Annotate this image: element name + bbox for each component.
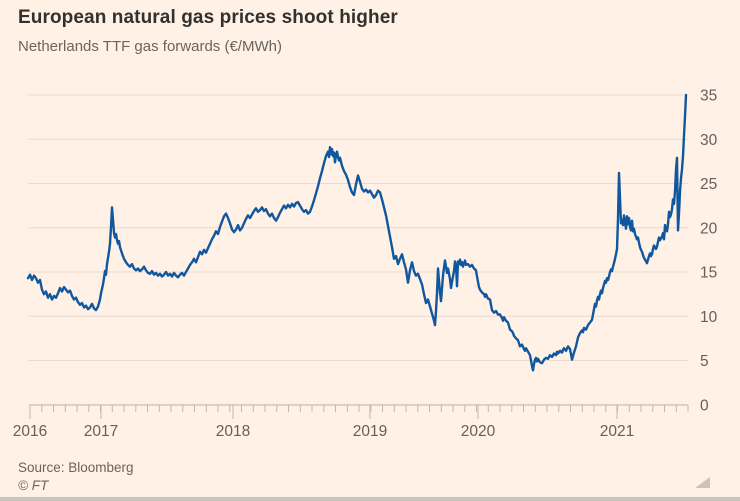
source-note: Source: Bloomberg: [18, 460, 134, 475]
y-gridlines: [28, 94, 688, 406]
svg-text:2021: 2021: [600, 423, 634, 440]
svg-text:2017: 2017: [84, 423, 118, 440]
y-axis-labels: 0 5 10 15 20 25 30 35: [700, 88, 718, 415]
svg-text:25: 25: [700, 176, 717, 193]
svg-text:30: 30: [700, 132, 718, 149]
resize-handle-icon[interactable]: [695, 477, 710, 488]
svg-text:35: 35: [700, 88, 717, 105]
svg-text:15: 15: [700, 265, 717, 282]
x-axis: [29, 404, 689, 419]
price-line: [26, 93, 688, 372]
horizontal-scrollbar-track[interactable]: [0, 497, 740, 501]
svg-text:10: 10: [700, 309, 718, 326]
x-axis-labels: 2016 2017 2018 2019 2020 2021: [13, 423, 634, 440]
svg-text:2020: 2020: [461, 423, 496, 440]
svg-text:20: 20: [700, 220, 718, 237]
chart-title: European natural gas prices shoot higher: [18, 7, 398, 28]
svg-text:2018: 2018: [216, 423, 250, 440]
svg-text:5: 5: [700, 353, 709, 370]
ft-copyright: © FT: [18, 478, 49, 493]
svg-text:0: 0: [700, 397, 709, 414]
chart-subtitle: Netherlands TTF gas forwards (€/MWh): [18, 38, 282, 55]
svg-text:2019: 2019: [353, 423, 387, 440]
svg-text:2016: 2016: [13, 423, 47, 440]
